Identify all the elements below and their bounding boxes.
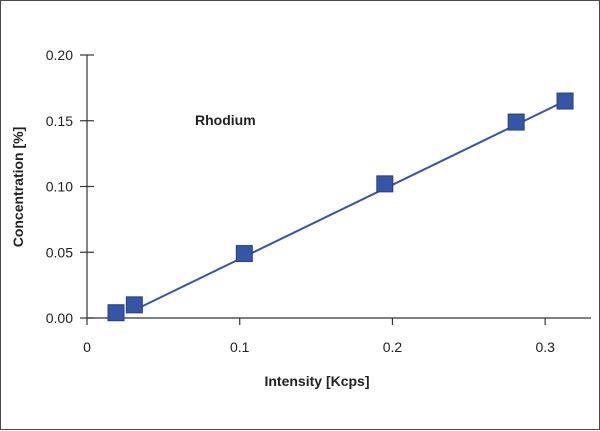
data-point <box>376 175 394 193</box>
ticks: 0 0.1 0.2 0.3 0.00 0.05 0.10 0.15 0.20 <box>46 47 555 355</box>
x-tick-label: 0.3 <box>535 339 555 355</box>
data-point <box>125 296 143 314</box>
y-tick-label: 0.15 <box>46 113 73 129</box>
series-annotation: Rhodium <box>195 112 256 128</box>
data-point <box>556 92 574 110</box>
y-tick-label: 0.05 <box>46 244 73 260</box>
y-axis-title: Concentration [%] <box>10 127 26 248</box>
x-tick-label: 0.1 <box>230 339 250 355</box>
data-point <box>507 113 525 131</box>
x-axis-title: Intensity [Kcps] <box>264 373 369 389</box>
y-tick-label: 0.10 <box>46 179 73 195</box>
y-tick-label: 0.00 <box>46 310 73 326</box>
x-tick-label: 0 <box>83 339 91 355</box>
data-point <box>107 304 125 322</box>
y-tick-label: 0.20 <box>46 47 73 63</box>
x-tick-label: 0.2 <box>383 339 403 355</box>
data-point <box>235 245 253 263</box>
fit-line <box>133 100 566 312</box>
axes <box>86 55 591 319</box>
plot-area <box>107 92 574 322</box>
